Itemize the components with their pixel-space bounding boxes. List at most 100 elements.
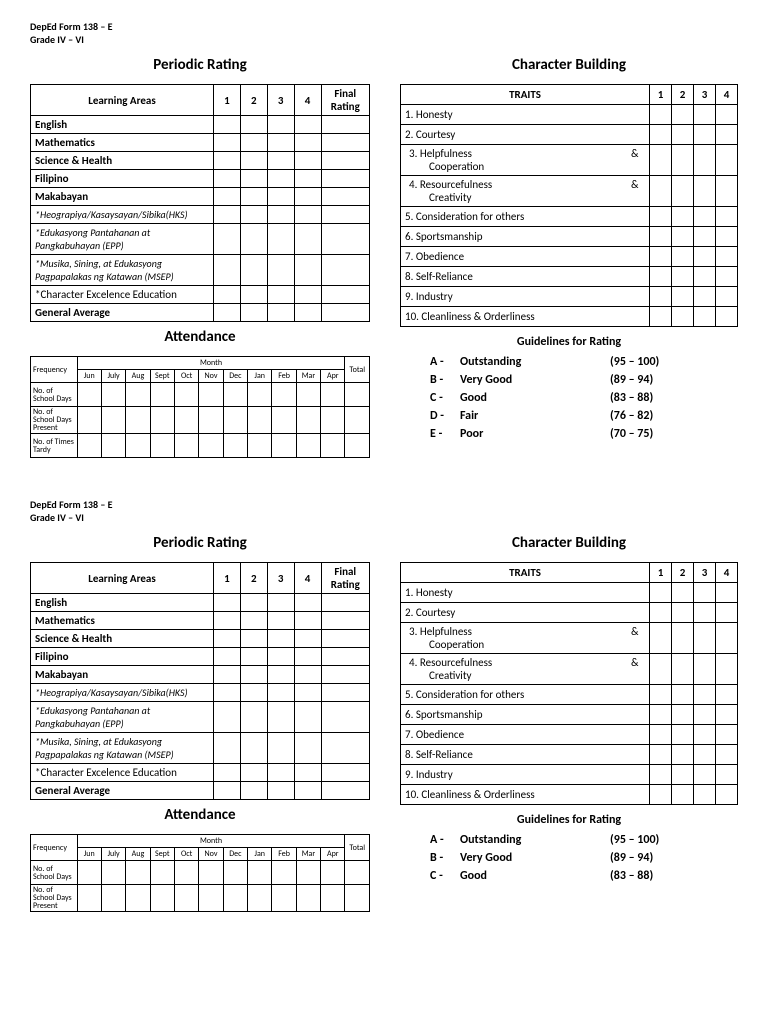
table-row: 8. Self-Reliance bbox=[401, 267, 738, 287]
trait-label-line2: Creativity bbox=[413, 669, 645, 682]
character-title: Character Building bbox=[400, 534, 738, 552]
attendance-cell bbox=[77, 861, 101, 885]
head-learning-areas: Learning Areas bbox=[31, 563, 214, 594]
table-row: 2. Courtesy bbox=[401, 125, 738, 145]
grade-cell bbox=[240, 666, 267, 684]
grade-cell bbox=[321, 224, 370, 255]
month-head: Month bbox=[77, 357, 345, 370]
learning-area-cell: *Character Excelence Education bbox=[31, 286, 214, 304]
grade-cell bbox=[213, 733, 240, 764]
attendance-cell bbox=[77, 407, 101, 434]
attendance-cell bbox=[223, 861, 247, 885]
grade-cell bbox=[240, 684, 267, 702]
head-q4: 4 bbox=[294, 85, 321, 116]
grade-cell bbox=[240, 286, 267, 304]
grade-cell bbox=[213, 764, 240, 782]
guidelines-list: A -Outstanding(95 – 100)B -Very Good(89 … bbox=[430, 353, 738, 443]
attendance-cell bbox=[296, 383, 320, 407]
trait-cell bbox=[672, 785, 694, 805]
grade-cell bbox=[294, 733, 321, 764]
attendance-cell bbox=[296, 434, 320, 458]
trait-cell bbox=[716, 623, 738, 654]
grade-cell bbox=[267, 782, 294, 800]
learning-area-cell: *Heograpiya/Kasaysayan/Sibika(HKS) bbox=[31, 206, 214, 224]
grade-cell bbox=[267, 224, 294, 255]
attendance-cell bbox=[272, 861, 296, 885]
trait-cell bbox=[672, 125, 694, 145]
grade-cell bbox=[321, 733, 370, 764]
trait-cell bbox=[650, 745, 672, 765]
trait-cell bbox=[694, 725, 716, 745]
learning-area-cell: English bbox=[31, 594, 214, 612]
trait-cell bbox=[650, 705, 672, 725]
attendance-cell bbox=[272, 383, 296, 407]
grade-cell bbox=[240, 170, 267, 188]
trait-cell bbox=[716, 307, 738, 327]
month-cell: July bbox=[101, 370, 125, 383]
grade-cell bbox=[321, 286, 370, 304]
trait-cell bbox=[672, 745, 694, 765]
trait-label: 4. Resourcefulness& bbox=[413, 178, 645, 191]
guideline-desc: Outstanding bbox=[460, 831, 610, 849]
grade-cell bbox=[321, 152, 370, 170]
guideline-range: (83 – 88) bbox=[610, 389, 653, 407]
trait-cell bbox=[672, 247, 694, 267]
attendance-row-label: No. of School Days Present bbox=[31, 407, 78, 434]
attendance-cell bbox=[272, 434, 296, 458]
trait-cell bbox=[716, 145, 738, 176]
trait-cell bbox=[650, 267, 672, 287]
learning-area-cell: *Musika, Sining, at Edukasyong Pagpapala… bbox=[31, 255, 214, 286]
trait-label: 9. Industry bbox=[405, 768, 453, 781]
attendance-cell bbox=[174, 383, 198, 407]
trait-label: 3. Helpfulness& bbox=[413, 625, 645, 638]
month-cell: Dec bbox=[223, 370, 247, 383]
freq-head: Frequency bbox=[31, 357, 78, 383]
trait-cell bbox=[672, 685, 694, 705]
trait-cell bbox=[694, 785, 716, 805]
table-row: Filipino bbox=[31, 648, 370, 666]
grade-cell bbox=[240, 134, 267, 152]
trait-cell bbox=[694, 207, 716, 227]
grade-cell bbox=[321, 255, 370, 286]
head-final: Final Rating bbox=[321, 85, 370, 116]
grade-cell bbox=[240, 206, 267, 224]
trait-cell bbox=[694, 145, 716, 176]
table-row: Makabayan bbox=[31, 666, 370, 684]
grade-cell bbox=[267, 134, 294, 152]
trait-cell bbox=[716, 176, 738, 207]
grade-cell bbox=[267, 702, 294, 733]
attendance-cell bbox=[223, 407, 247, 434]
grade-cell bbox=[294, 134, 321, 152]
grade-cell bbox=[240, 612, 267, 630]
learning-area-cell: *Edukasyong Pantahanan at Pangkabuhayan … bbox=[31, 702, 214, 733]
traits-head: TRAITS bbox=[401, 85, 650, 105]
attendance-cell bbox=[199, 407, 223, 434]
trait-cell bbox=[694, 685, 716, 705]
attendance-cell bbox=[223, 383, 247, 407]
traits-col: 2 bbox=[672, 563, 694, 583]
trait-cell bbox=[650, 725, 672, 745]
grade-cell bbox=[294, 255, 321, 286]
attendance-cell bbox=[223, 885, 247, 912]
report-card-1: DepEd Form 138 – E Grade IV – VI Periodi… bbox=[30, 20, 738, 458]
grade-cell bbox=[240, 764, 267, 782]
grade-cell bbox=[213, 116, 240, 134]
trait-cell bbox=[694, 176, 716, 207]
guidelines-list-partial: A -Outstanding(95 – 100)B -Very Good(89 … bbox=[430, 831, 738, 885]
learning-area-cell: Mathematics bbox=[31, 612, 214, 630]
trait-label: 6. Sportsmanship bbox=[405, 230, 483, 243]
total-head: Total bbox=[345, 835, 370, 861]
learning-area-cell: *Edukasyong Pantahanan at Pangkabuhayan … bbox=[31, 224, 214, 255]
attendance-cell bbox=[101, 383, 125, 407]
attendance-cell bbox=[296, 885, 320, 912]
grade-cell bbox=[267, 666, 294, 684]
grade-cell bbox=[294, 286, 321, 304]
trait-label: 7. Obedience bbox=[405, 728, 464, 741]
trait-label: 6. Sportsmanship bbox=[405, 708, 483, 721]
table-row: 3. Helpfulness&Cooperation bbox=[401, 623, 738, 654]
attendance-cell bbox=[248, 861, 272, 885]
trait-cell bbox=[672, 287, 694, 307]
attendance-cell bbox=[174, 407, 198, 434]
report-card-2: DepEd Form 138 – E Grade IV – VI Periodi… bbox=[30, 498, 738, 912]
grade-cell bbox=[240, 224, 267, 255]
